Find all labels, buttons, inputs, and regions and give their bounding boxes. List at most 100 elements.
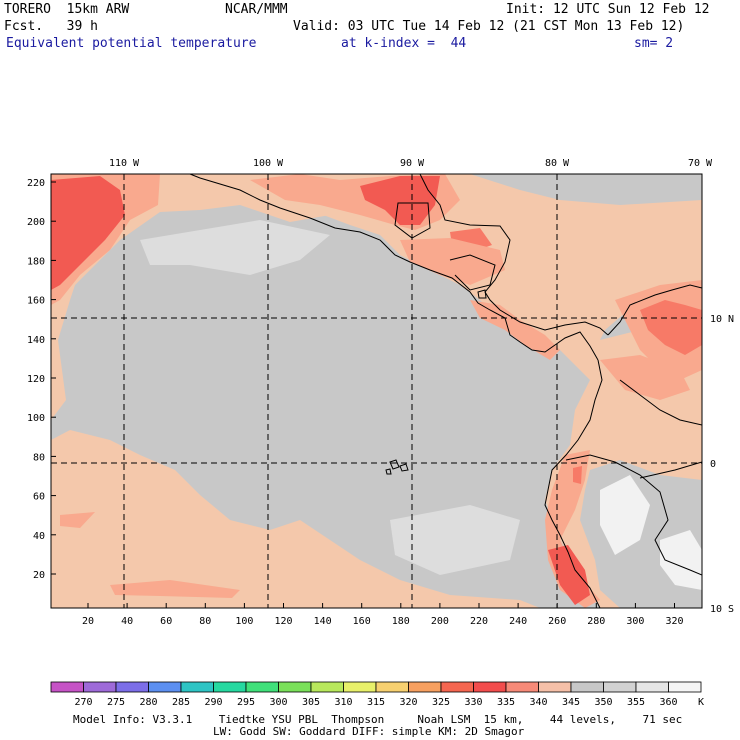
colorbar-swatch xyxy=(668,681,702,693)
y-tick-label: 80 xyxy=(33,452,45,463)
lon-label-70w: 70 W xyxy=(688,158,713,169)
colorbar-swatch xyxy=(473,681,507,693)
hot-patch-gulf xyxy=(360,176,440,225)
field-name: Equivalent potential temperature xyxy=(6,36,257,51)
y-tick-label: 180 xyxy=(27,256,45,267)
colorbar-swatch xyxy=(245,681,279,693)
x-tick-label: 40 xyxy=(121,616,133,627)
border-guatemala xyxy=(394,202,431,239)
colorbar-swatch xyxy=(50,681,84,693)
x-tick-label: 100 xyxy=(235,616,253,627)
warm-streak-southwest xyxy=(60,512,95,528)
model-name: TORERO 15km ARW xyxy=(4,2,130,17)
colorbar-swatch xyxy=(505,681,539,693)
coastline-caribbean xyxy=(419,174,609,336)
y-tick-label: 140 xyxy=(27,335,45,346)
border-brazil xyxy=(619,379,702,426)
valid-time: Valid: 03 UTC Tue 14 Feb 12 (21 CST Mon … xyxy=(293,19,685,34)
colorbar-label: 345 xyxy=(562,697,580,708)
colorbar-label: 275 xyxy=(107,697,125,708)
colorbar-label: 270 xyxy=(74,697,92,708)
x-tick-label: 320 xyxy=(665,616,683,627)
lon-label-100w: 100 W xyxy=(253,158,284,169)
andes-coldest xyxy=(600,475,650,555)
colorbar-label: 290 xyxy=(204,697,222,708)
colorbar-label: 355 xyxy=(627,697,645,708)
colorbar-swatch xyxy=(278,681,312,693)
x-tick-label: 260 xyxy=(548,616,566,627)
model-info: Model Info: V3.3.1 Tiedtke YSU PBL Thomp… xyxy=(73,713,683,726)
map-plot-area xyxy=(51,174,702,608)
y-tick-label: 100 xyxy=(27,413,45,424)
x-tick-label: 160 xyxy=(353,616,371,627)
colorbar-label: 300 xyxy=(269,697,287,708)
colorbar-swatch xyxy=(603,681,637,693)
colorbar-label: 350 xyxy=(594,697,612,708)
hot-patch-venezuela xyxy=(640,300,702,355)
x-tick-label: 60 xyxy=(160,616,172,627)
plot-frame xyxy=(50,173,703,609)
x-tick-label: 300 xyxy=(626,616,644,627)
y-tick-label: 220 xyxy=(27,178,45,189)
y-grid-index-ticks: 220 200 180 160 140 120 100 80 60 40 20 xyxy=(27,178,56,581)
coastline-colombia xyxy=(544,359,603,608)
x-tick-label: 200 xyxy=(431,616,449,627)
lat-label-0: 0 xyxy=(710,459,716,470)
lat-labels: 10 N 0 10 S xyxy=(710,314,734,615)
warm-ocean-southwest xyxy=(51,430,540,608)
colorbar-swatch xyxy=(115,681,149,693)
border-peru xyxy=(565,454,702,576)
lon-labels: 110 W 100 W 90 W 80 W 70 W xyxy=(109,158,713,169)
lon-label-90w: 90 W xyxy=(400,158,425,169)
colorbar-swatch xyxy=(440,681,474,693)
border-nicaragua xyxy=(449,254,496,291)
colorbar-swatch xyxy=(408,681,442,693)
graticule xyxy=(51,174,702,608)
coastlines xyxy=(189,174,702,608)
coastline-mexico xyxy=(189,174,599,361)
colorbar-label: 285 xyxy=(172,697,190,708)
colorbar-label: 320 xyxy=(399,697,417,708)
organization: NCAR/MMM xyxy=(225,2,288,17)
warm-streak-south xyxy=(110,580,240,598)
warm-patch-honduras xyxy=(400,238,505,285)
colorbar-label: 310 xyxy=(334,697,352,708)
warm-strip-isthmus xyxy=(470,300,560,360)
andes-cold-east xyxy=(660,530,702,590)
y-tick-label: 20 xyxy=(33,570,45,581)
colorbar-swatch xyxy=(635,681,669,693)
colorbar-label: 335 xyxy=(497,697,515,708)
colorbar-label: 340 xyxy=(529,697,547,708)
coastline-venezuela xyxy=(607,284,702,336)
y-tick-label: 120 xyxy=(27,374,45,385)
colorbar-label: 295 xyxy=(237,697,255,708)
smoothing: sm= 2 xyxy=(634,36,674,51)
colorbar-unit: K xyxy=(698,697,704,708)
y-tick-label: 160 xyxy=(27,296,45,307)
warm-strip-colombia xyxy=(600,355,690,400)
cool-patch-west xyxy=(140,220,330,275)
warm-ocean-west xyxy=(51,270,80,420)
colorbar-swatch xyxy=(570,681,604,693)
border-bolivia xyxy=(639,461,702,479)
x-tick-label: 220 xyxy=(470,616,488,627)
hot-patch-ecuador xyxy=(573,466,582,484)
colorbar-swatch xyxy=(310,681,344,693)
colorbar-swatch xyxy=(83,681,117,693)
lat-label-10n: 10 N xyxy=(710,314,734,325)
hot-patch-northwest xyxy=(51,176,125,290)
lon-label-80w: 80 W xyxy=(545,158,570,169)
y-tick-label: 40 xyxy=(33,531,45,542)
init-time: Init: 12 UTC Sun 12 Feb 12 xyxy=(506,2,710,17)
colorbar-swatch xyxy=(213,681,247,693)
island-coiba xyxy=(477,289,487,299)
colorbar-label: 315 xyxy=(367,697,385,708)
x-tick-label: 240 xyxy=(509,616,527,627)
colorbar-label: 330 xyxy=(464,697,482,708)
forecast-hour: Fcst. 39 h xyxy=(4,19,98,34)
x-grid-index-ticks: 20 40 60 80 100 120 140 160 180 200 220 240 260 280 30… xyxy=(82,603,684,627)
hot-patch-peru xyxy=(548,545,590,605)
galapagos-islands xyxy=(385,459,409,475)
colorbar-label: 305 xyxy=(302,697,320,708)
